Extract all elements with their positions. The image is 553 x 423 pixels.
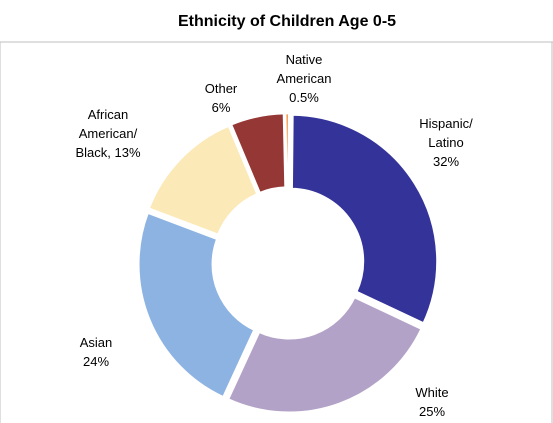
slice-label: African American/Black, 13% bbox=[75, 107, 140, 160]
slice-label-line: Other bbox=[205, 81, 238, 96]
donut-slice bbox=[146, 123, 260, 238]
slice-label: Hispanic/Latino 32% bbox=[419, 116, 473, 169]
slice-label: Asian 24% bbox=[80, 335, 113, 369]
slice-label-line: American bbox=[277, 71, 332, 86]
slice-label-line: 6% bbox=[212, 100, 231, 115]
donut-slices bbox=[136, 111, 440, 415]
slice-labels: Hispanic/Latino 32% White 25% Asian 24% Africa… bbox=[75, 52, 473, 419]
slice-label-line: White bbox=[415, 385, 448, 400]
slice-label: Other 6% bbox=[205, 81, 238, 115]
slice-label-line: 32% bbox=[433, 154, 459, 169]
donut-slice bbox=[289, 112, 440, 326]
donut-slice bbox=[136, 210, 257, 400]
donut-slice bbox=[225, 294, 425, 415]
slice-label-line: American/ bbox=[79, 126, 138, 141]
slice-label-line: Hispanic/ bbox=[419, 116, 473, 131]
slice-label-line: African bbox=[88, 107, 128, 122]
slice-label: Native American 0.5% bbox=[277, 52, 332, 105]
slice-label: White 25% bbox=[415, 385, 448, 419]
slice-label-line: 0.5% bbox=[289, 90, 319, 105]
slice-label-line: 25% bbox=[419, 404, 445, 419]
slice-label-line: Native bbox=[286, 52, 323, 67]
slice-label-line: 24% bbox=[83, 354, 109, 369]
slice-label-line: Latino bbox=[428, 135, 463, 150]
slice-label-line: Asian bbox=[80, 335, 113, 350]
chart-title: Ethnicity of Children Age 0-5 bbox=[178, 13, 396, 30]
slice-label-line: Black, 13% bbox=[75, 145, 140, 160]
donut-slice bbox=[283, 111, 291, 190]
